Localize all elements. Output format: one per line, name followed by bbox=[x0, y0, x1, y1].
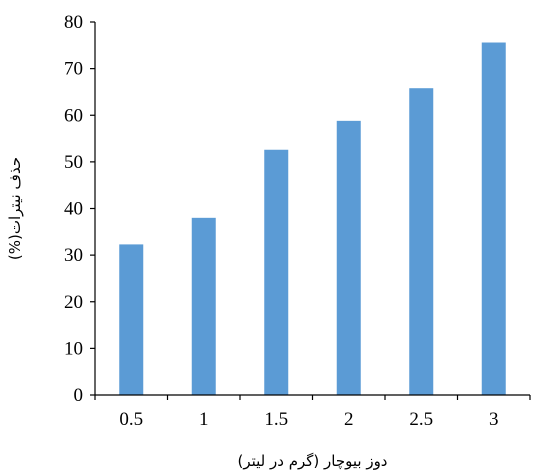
y-tick-labels: 0 10 20 30 40 50 60 70 80 bbox=[64, 12, 95, 406]
y-tick-label: 70 bbox=[64, 59, 83, 80]
x-tick-label: 0.5 bbox=[119, 409, 143, 430]
bar bbox=[336, 120, 361, 395]
x-tick-label: 2 bbox=[344, 409, 354, 430]
y-axis-title: حذف نیترات(%) bbox=[6, 157, 24, 260]
bar bbox=[264, 149, 289, 395]
y-tick-label: 0 bbox=[74, 385, 84, 406]
axes-layer bbox=[94, 22, 530, 396]
bar bbox=[191, 217, 216, 395]
x-tick-label: 2.5 bbox=[409, 409, 433, 430]
bar bbox=[481, 42, 506, 395]
x-tick-label: 1 bbox=[199, 409, 209, 430]
y-tick-label: 40 bbox=[64, 199, 83, 220]
bar bbox=[119, 244, 144, 395]
y-tick-label: 80 bbox=[64, 12, 83, 33]
bars-layer bbox=[119, 42, 506, 396]
y-tick-label: 10 bbox=[64, 338, 83, 359]
x-tick-labels: 0.5 1 1.5 2 2.5 3 bbox=[94, 395, 531, 430]
x-tick-label: 3 bbox=[489, 409, 499, 430]
y-tick-label: 30 bbox=[64, 245, 83, 266]
y-tick-label: 20 bbox=[64, 292, 83, 313]
y-tick-label: 50 bbox=[64, 152, 83, 173]
y-tick-label: 60 bbox=[64, 105, 83, 126]
bar bbox=[409, 88, 434, 396]
x-tick-label: 1.5 bbox=[264, 409, 288, 430]
x-axis-title: دوز بیوچار (گرم در لیتر) bbox=[237, 452, 387, 470]
